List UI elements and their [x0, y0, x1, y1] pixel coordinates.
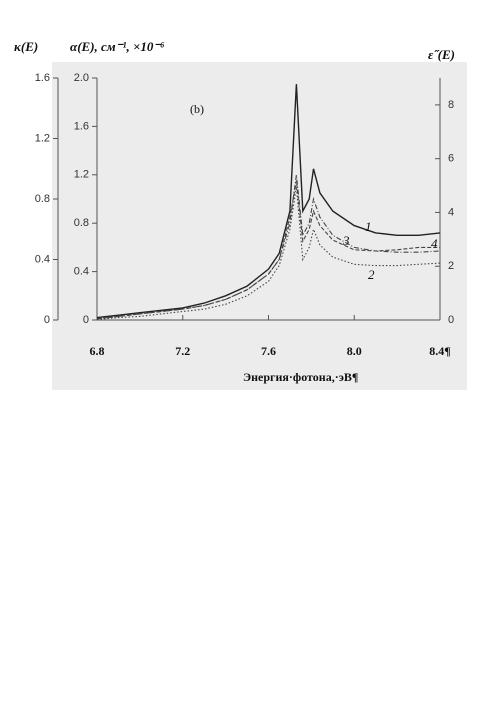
y-tick-label: 0.4: [74, 266, 89, 278]
alpha-axis-label: α(E), см⁻¹, ×10⁻⁶: [70, 39, 165, 54]
series-label: 1: [365, 219, 372, 234]
x-tick-label: 8.4¶: [429, 344, 450, 358]
y-tick-label: 2: [448, 260, 454, 272]
y-tick-label: 1.2: [35, 132, 50, 144]
data-line: [96, 180, 440, 320]
kappa-axis-label: κ(E): [14, 39, 38, 54]
y-tick-label: 0.4: [35, 253, 50, 265]
x-tick-label: 7.6: [261, 344, 276, 358]
figure-background: [52, 62, 467, 390]
data-line: [96, 84, 441, 319]
x-tick-label: 7.2: [175, 344, 190, 358]
x-tick-label: 8.0: [347, 344, 362, 358]
y-tick-label: 6: [448, 153, 454, 165]
x-axis-label: Энергия·фотона,·эВ¶: [243, 370, 358, 384]
y-tick-label: 8: [448, 99, 454, 111]
y-tick-label: 0: [448, 314, 454, 326]
y-tick-label: 0.8: [35, 193, 50, 205]
series-label: 3: [342, 233, 350, 248]
epsilon-axis-label: ε˝(E): [428, 47, 455, 62]
y-tick-label: 4: [448, 206, 454, 218]
y-tick-label: 2.0: [74, 72, 89, 84]
y-tick-label: 1.6: [35, 72, 50, 84]
series-label: 2: [368, 267, 375, 282]
data-line: [96, 186, 441, 320]
y-tick-label: 0.8: [74, 217, 89, 229]
series-label: 4: [431, 236, 438, 251]
x-tick-label: 6.8: [90, 344, 105, 358]
y-tick-label: 0: [83, 314, 89, 326]
y-tick-label: 0: [44, 314, 50, 326]
y-tick-label: 1.6: [74, 120, 89, 132]
y-tick-label: 1.2: [74, 169, 89, 181]
panel-annotation: (b): [190, 102, 204, 116]
